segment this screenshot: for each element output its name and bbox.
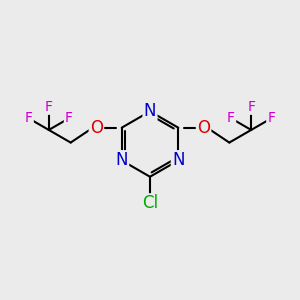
Text: N: N	[172, 152, 184, 169]
Text: F: F	[45, 100, 53, 114]
Text: F: F	[247, 100, 255, 114]
Text: F: F	[267, 111, 275, 125]
Text: F: F	[65, 111, 73, 125]
Text: Cl: Cl	[142, 194, 158, 212]
Text: N: N	[116, 152, 128, 169]
Text: N: N	[144, 102, 156, 120]
Text: O: O	[90, 119, 103, 137]
Text: F: F	[25, 111, 33, 125]
Text: F: F	[227, 111, 235, 125]
Text: O: O	[197, 119, 210, 137]
